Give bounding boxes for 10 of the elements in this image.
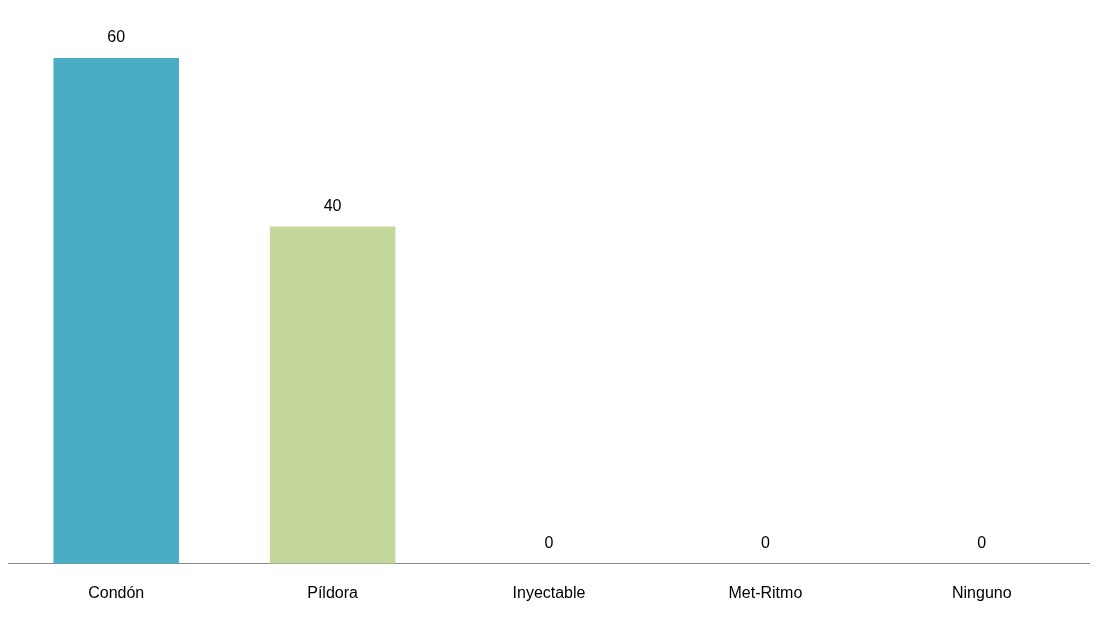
data-label: 0 <box>977 534 987 552</box>
data-label: 0 <box>760 534 770 552</box>
data-label: 0 <box>544 534 554 552</box>
x-tick-label: Met-Ritmo <box>728 583 803 601</box>
x-tick-label: Píldora <box>307 583 359 601</box>
x-tick-label: Inyectable <box>512 583 586 601</box>
x-tick-label: Condón <box>88 583 145 601</box>
x-tick-label: Ninguno <box>952 583 1012 601</box>
data-label: 60 <box>107 28 126 46</box>
data-label: 40 <box>323 197 342 215</box>
